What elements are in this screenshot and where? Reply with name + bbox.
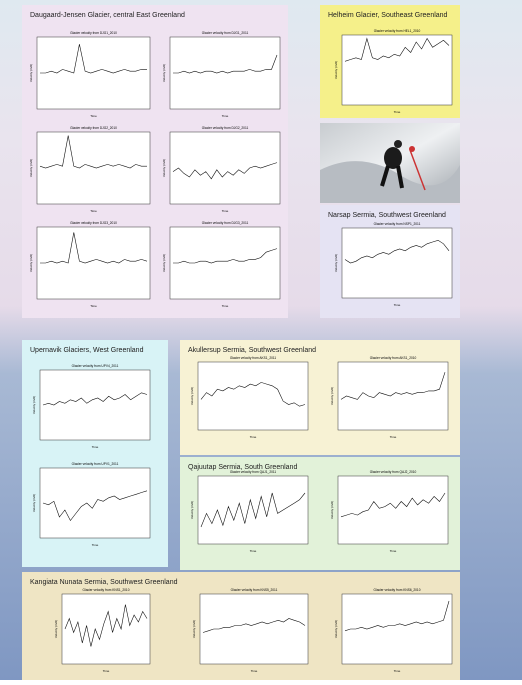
plot-frame <box>170 227 280 299</box>
x-axis-label: Time <box>250 435 257 439</box>
chart-title: Glacier velocity from UPV4_2011 <box>72 364 119 368</box>
x-axis-label: Time <box>103 669 110 673</box>
plot-frame <box>338 362 448 430</box>
y-axis-label: Velocity (m/d) <box>334 61 338 79</box>
y-axis-label: Velocity (m/d) <box>32 494 36 512</box>
chart-title: Glacier velocity from DJG2_2010 <box>70 126 117 130</box>
x-axis-label: Time <box>222 114 229 118</box>
panel-title: Narsap Sermia, Southwest Greenland <box>328 212 446 219</box>
y-axis-label: Velocity (m/d) <box>162 64 166 82</box>
x-axis-label: Time <box>394 110 401 114</box>
x-axis-label: Time <box>250 549 257 553</box>
plot-frame <box>37 132 150 204</box>
x-axis-label: Time <box>222 304 229 308</box>
y-axis-label: Velocity (m/d) <box>54 620 58 638</box>
x-axis-label: Time <box>251 669 258 673</box>
chart-title: Glacier velocity from AKS1_2010 <box>370 356 417 360</box>
y-axis-label: Velocity (m/d) <box>32 396 36 414</box>
y-axis-label: Velocity (m/d) <box>334 620 338 638</box>
plot-frame <box>198 362 308 430</box>
chart-title: Glacier velocity from NSP1_2011 <box>374 222 421 226</box>
x-axis-label: Time <box>90 304 97 308</box>
chart-title: Glacier velocity from KNS1_2010 <box>83 588 130 592</box>
y-axis-label: Velocity (m/d) <box>330 501 334 519</box>
chart-title: Glacier velocity from AKS1_2011 <box>230 356 277 360</box>
chart-title: Glacier velocity from KNS6_2010 <box>374 588 421 592</box>
photo <box>320 123 460 203</box>
x-axis-label: Time <box>394 669 401 673</box>
plot-frame <box>342 594 452 664</box>
y-axis-label: Velocity (m/d) <box>29 64 33 82</box>
plot-frame <box>342 228 452 298</box>
y-axis-label: Velocity (m/d) <box>330 387 334 405</box>
chart-title: Glacier velocity from DJG1_2011 <box>202 31 249 35</box>
y-axis-label: Velocity (m/d) <box>190 387 194 405</box>
plot-frame <box>40 370 150 440</box>
chart-title: Glacier velocity from UPV1_2011 <box>72 462 119 466</box>
poster: Daugaard-Jensen Glacier, central East Gr… <box>0 0 522 680</box>
chart-title: Glacier velocity from DJG3_2010 <box>70 221 117 225</box>
plot-frame <box>37 37 150 109</box>
chart-title: Glacier velocity from QAJ1_2011 <box>230 470 277 474</box>
chart-title: Glacier velocity from QAJ2_2010 <box>370 470 417 474</box>
y-axis-label: Velocity (m/d) <box>29 254 33 272</box>
plot-frame <box>37 227 150 299</box>
x-axis-label: Time <box>90 209 97 213</box>
plot-frame <box>40 468 150 538</box>
chart-title: Glacier velocity from HEL1_2010 <box>374 29 421 33</box>
x-axis-label: Time <box>394 303 401 307</box>
plot-frame <box>170 37 280 109</box>
chart-title: Glacier velocity from DJG2_2011 <box>202 126 249 130</box>
plot-frame <box>338 476 448 544</box>
y-axis-label: Velocity (m/d) <box>162 254 166 272</box>
x-axis-label: Time <box>222 209 229 213</box>
y-axis-label: Velocity (m/d) <box>334 254 338 272</box>
chart-title: Glacier velocity from KNS5_2011 <box>231 588 278 592</box>
x-axis-label: Time <box>390 549 397 553</box>
x-axis-label: Time <box>390 435 397 439</box>
panel-title: Upernavik Glaciers, West Greenland <box>30 347 144 354</box>
panel-title: Helheim Glacier, Southeast Greenland <box>328 12 448 19</box>
panel-title: Kangiata Nunata Sermia, Southwest Greenl… <box>30 579 178 586</box>
panel-title: Daugaard-Jensen Glacier, central East Gr… <box>30 12 185 19</box>
x-axis-label: Time <box>92 543 99 547</box>
x-axis-label: Time <box>92 445 99 449</box>
plot-frame <box>170 132 280 204</box>
y-axis-label: Velocity (m/d) <box>190 501 194 519</box>
page: Daugaard-Jensen Glacier, central East Gr… <box>0 0 522 680</box>
y-axis-label: Velocity (m/d) <box>192 620 196 638</box>
panel-title: Akullersup Sermia, Southwest Greenland <box>188 347 316 354</box>
chart-title: Glacier velocity from DJG3_2011 <box>202 221 249 225</box>
chart-title: Glacier velocity from DJG1_2010 <box>70 31 117 35</box>
x-axis-label: Time <box>90 114 97 118</box>
y-axis-label: Velocity (m/d) <box>29 159 33 177</box>
y-axis-label: Velocity (m/d) <box>162 159 166 177</box>
